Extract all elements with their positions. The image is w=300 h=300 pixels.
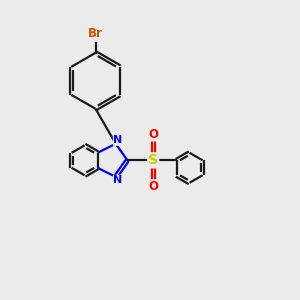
Text: N: N xyxy=(113,135,123,145)
Text: N: N xyxy=(113,176,123,185)
Text: O: O xyxy=(148,128,158,141)
Text: S: S xyxy=(148,153,158,167)
Text: Br: Br xyxy=(88,28,103,40)
Text: O: O xyxy=(148,180,158,193)
